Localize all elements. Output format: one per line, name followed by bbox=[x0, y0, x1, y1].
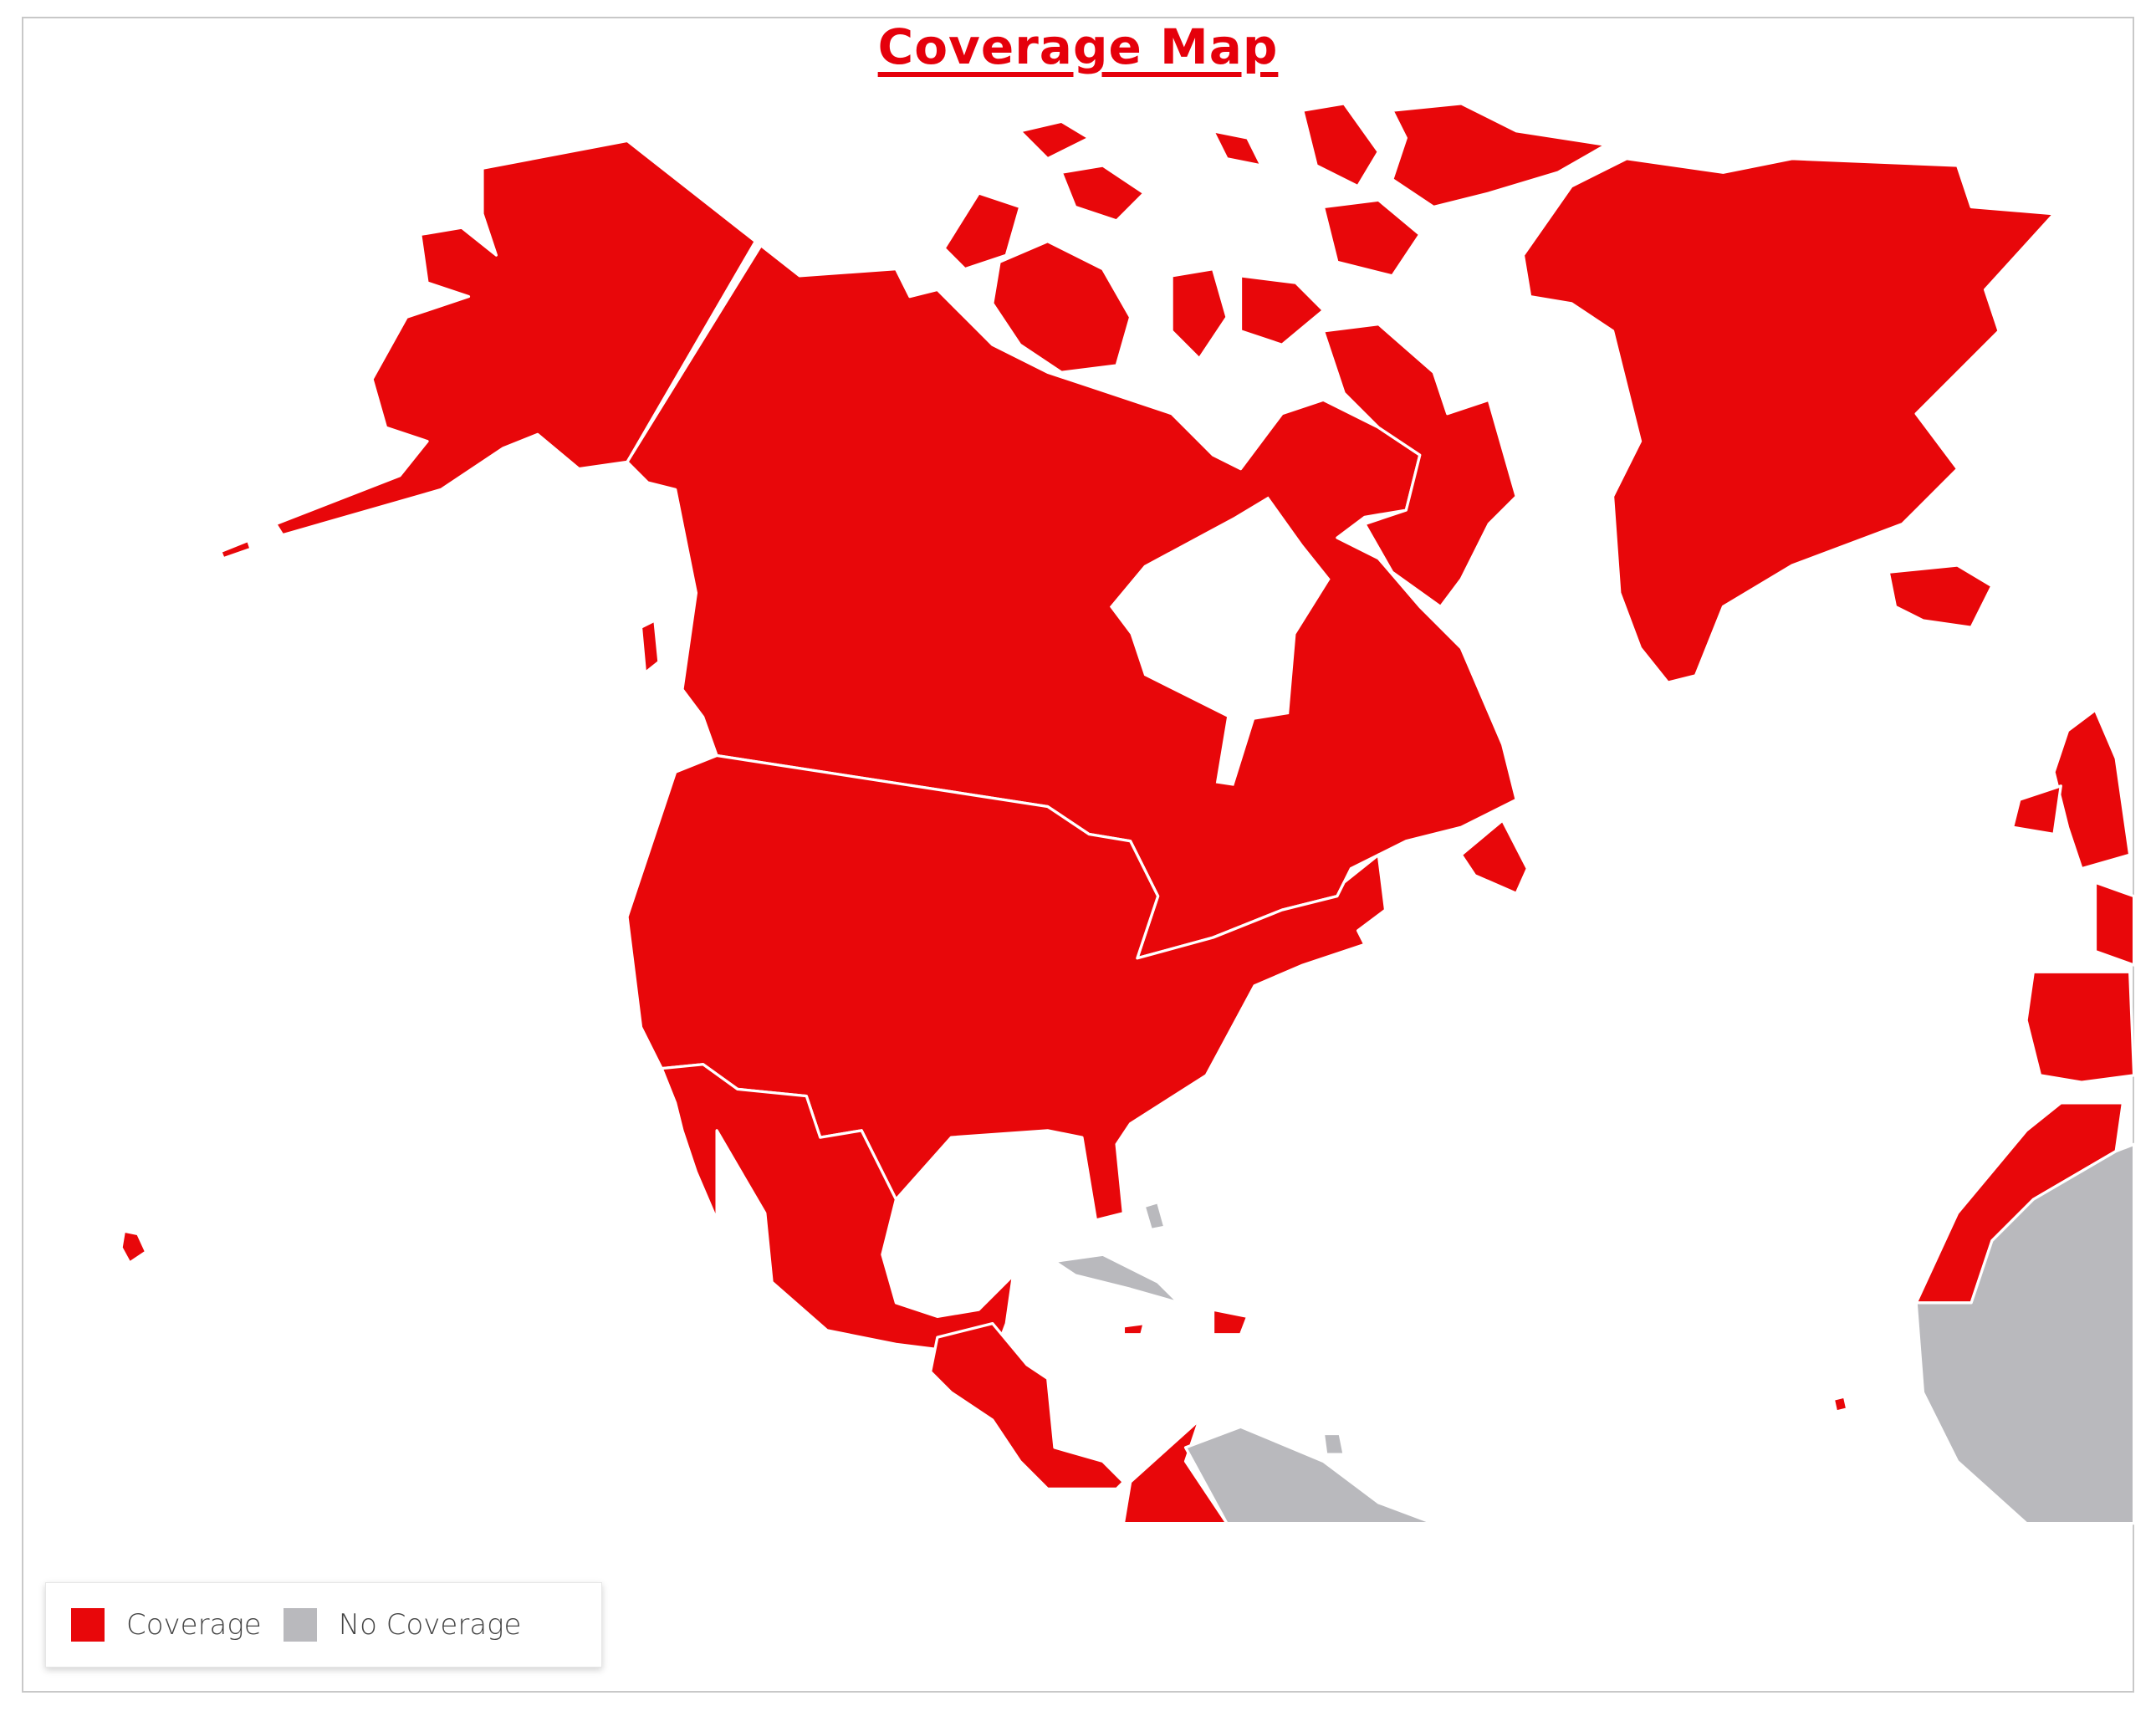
legend-label-coverage: Coverage bbox=[126, 1608, 262, 1642]
region-jamaica[interactable] bbox=[1121, 1321, 1146, 1336]
region-cuba[interactable] bbox=[1053, 1253, 1180, 1305]
region-venezuela[interactable] bbox=[1183, 1425, 1435, 1525]
region-hawaii[interactable] bbox=[120, 1229, 148, 1264]
region-central-america[interactable] bbox=[928, 1321, 1126, 1491]
region-iceland[interactable] bbox=[1887, 564, 1994, 629]
region-france[interactable] bbox=[2093, 881, 2136, 967]
region-greenland[interactable] bbox=[1521, 157, 2056, 684]
map-title: Coverage Map bbox=[877, 18, 1279, 75]
region-vancouver-island[interactable] bbox=[639, 619, 661, 675]
region-canada[interactable] bbox=[626, 243, 1518, 960]
region-arctic-island[interactable] bbox=[1211, 130, 1263, 167]
region-arctic-island[interactable] bbox=[1321, 198, 1422, 278]
hudson-bay bbox=[1109, 496, 1331, 786]
region-arctic-island[interactable] bbox=[943, 192, 1022, 271]
region-aleutian-island[interactable] bbox=[219, 539, 253, 560]
region-arctic-island[interactable] bbox=[1060, 164, 1146, 222]
region-mexico[interactable] bbox=[660, 1063, 1015, 1381]
region-iberia[interactable] bbox=[2025, 970, 2136, 1084]
region-arctic-island[interactable] bbox=[1301, 102, 1380, 188]
region-arctic-island[interactable] bbox=[991, 240, 1132, 374]
region-arctic-island[interactable] bbox=[1019, 120, 1091, 161]
region-newfoundland[interactable] bbox=[1459, 819, 1530, 895]
region-baffin-island[interactable] bbox=[1321, 322, 1518, 609]
region-bahamas[interactable] bbox=[1142, 1200, 1167, 1232]
region-hispaniola[interactable] bbox=[1211, 1308, 1249, 1336]
region-arctic-island[interactable] bbox=[1391, 102, 1607, 209]
region-colombia[interactable] bbox=[1121, 1418, 1229, 1525]
no-coverage-swatch bbox=[283, 1608, 317, 1642]
region-west-africa[interactable] bbox=[1914, 1142, 2136, 1525]
coverage-swatch bbox=[71, 1608, 105, 1642]
legend-label-no-coverage: No Coverage bbox=[338, 1608, 522, 1642]
region-uk[interactable] bbox=[2052, 708, 2132, 871]
region-alaska[interactable] bbox=[274, 139, 757, 537]
map-legend: Coverage No Coverage bbox=[45, 1582, 602, 1668]
region-ireland[interactable] bbox=[2010, 784, 2062, 836]
region-arctic-island[interactable] bbox=[1170, 267, 1229, 360]
region-lesser-antilles[interactable] bbox=[1321, 1432, 1346, 1456]
region-cape-verde[interactable] bbox=[1832, 1395, 1849, 1413]
region-arctic-island[interactable] bbox=[1239, 274, 1326, 346]
